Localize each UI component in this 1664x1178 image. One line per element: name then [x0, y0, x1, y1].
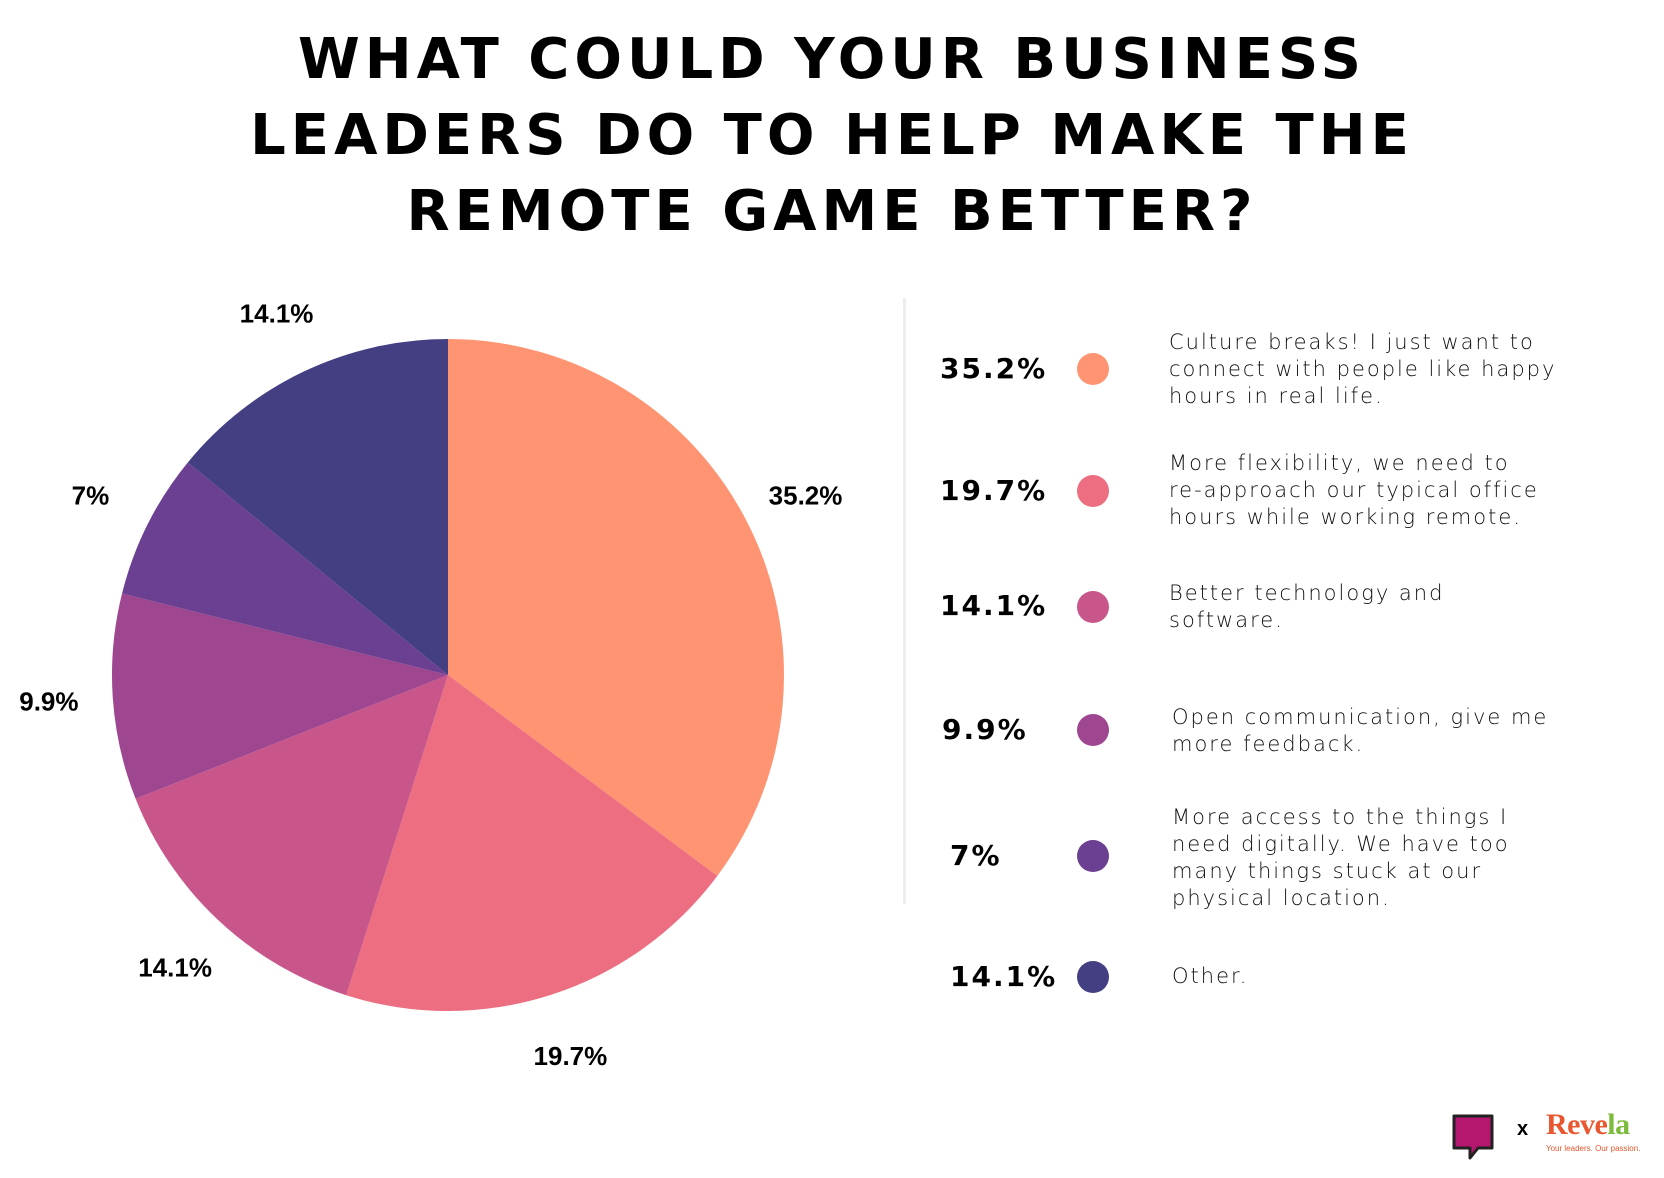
legend-label-line: Culture breaks! I just want to [1169, 330, 1535, 354]
revela-logo: Revela [1546, 1108, 1630, 1142]
legend-color-dot [1077, 961, 1109, 993]
pie-data-label: 19.7% [534, 1041, 608, 1071]
pie-data-label: 14.1% [240, 299, 314, 329]
revela-logo-main: Reve [1546, 1108, 1608, 1141]
speech-bubble-logo-icon [1452, 1114, 1494, 1160]
pie-chart: 35.2% 19.7% 14.1% 9.9% 7% 14.1% [19, 299, 843, 1071]
pie-data-label: 14.1% [138, 952, 212, 982]
revela-logo-accent: la [1607, 1108, 1630, 1141]
title-line-1: WHAT COULD YOUR BUSINESS [297, 27, 1366, 92]
legend-color-dot [1077, 353, 1109, 385]
legend-label-line: Better technology and [1169, 581, 1445, 605]
legend-label-line: hours in real life. [1169, 384, 1384, 408]
legend-percent: 7% [950, 839, 1002, 872]
legend-label-line: connect with people like happy [1169, 357, 1557, 381]
logo-separator: x [1517, 1118, 1529, 1140]
legend-label-line: more feedback. [1172, 732, 1365, 756]
chart-title: WHAT COULD YOUR BUSINESS LEADERS DO TO H… [0, 22, 1664, 250]
pie-data-label: 9.9% [19, 686, 78, 716]
legend-label: More flexibility, we need to re-approach… [1169, 450, 1589, 531]
legend-label: More access to the things I need digital… [1172, 804, 1592, 912]
legend-color-dot [1077, 475, 1109, 507]
legend-label-line: physical location. [1172, 886, 1391, 910]
legend-percent: 19.7% [940, 474, 1048, 507]
legend-color-dot [1077, 591, 1109, 623]
legend-label-line: More flexibility, we need to [1169, 451, 1510, 475]
title-line-2: LEADERS DO TO HELP MAKE THE [250, 103, 1414, 168]
pie-slice [112, 593, 448, 799]
legend-label: Other. [1172, 963, 1592, 990]
legend-label: Open communication, give me more feedbac… [1172, 704, 1592, 758]
legend-color-dot [1077, 714, 1109, 746]
legend-label-line: software. [1169, 608, 1284, 632]
pie-slice [187, 339, 448, 675]
divider [903, 298, 906, 904]
legend-label: Culture breaks! I just want to connect w… [1169, 329, 1589, 410]
pie-slice [135, 675, 449, 996]
pie-slice [448, 339, 784, 876]
legend-color-dot [1077, 840, 1109, 872]
revela-tagline: Your leaders. Our passion. [1546, 1144, 1641, 1153]
pie-slice [346, 675, 718, 1011]
legend-label-line: More access to the things I [1172, 805, 1509, 829]
pie-data-label: 7% [72, 481, 110, 511]
legend-percent: 35.2% [940, 352, 1048, 385]
legend-label-line: re-approach our typical office [1169, 478, 1539, 502]
legend-percent: 14.1% [950, 960, 1058, 993]
legend-percent: 14.1% [940, 589, 1048, 622]
pie-slice [122, 462, 448, 675]
legend-label-line: Open communication, give me [1172, 705, 1549, 729]
legend-label-line: need digitally. We have too [1172, 832, 1510, 856]
legend-percent: 9.9% [942, 713, 1028, 746]
legend-label: Better technology and software. [1169, 580, 1589, 634]
pie-data-label: 35.2% [769, 481, 843, 511]
legend-label-line: many things stuck at our [1172, 859, 1483, 883]
legend-label-line: hours while working remote. [1169, 505, 1522, 529]
legend-label-line: Other. [1172, 964, 1249, 988]
title-line-3: REMOTE GAME BETTER? [406, 179, 1258, 244]
